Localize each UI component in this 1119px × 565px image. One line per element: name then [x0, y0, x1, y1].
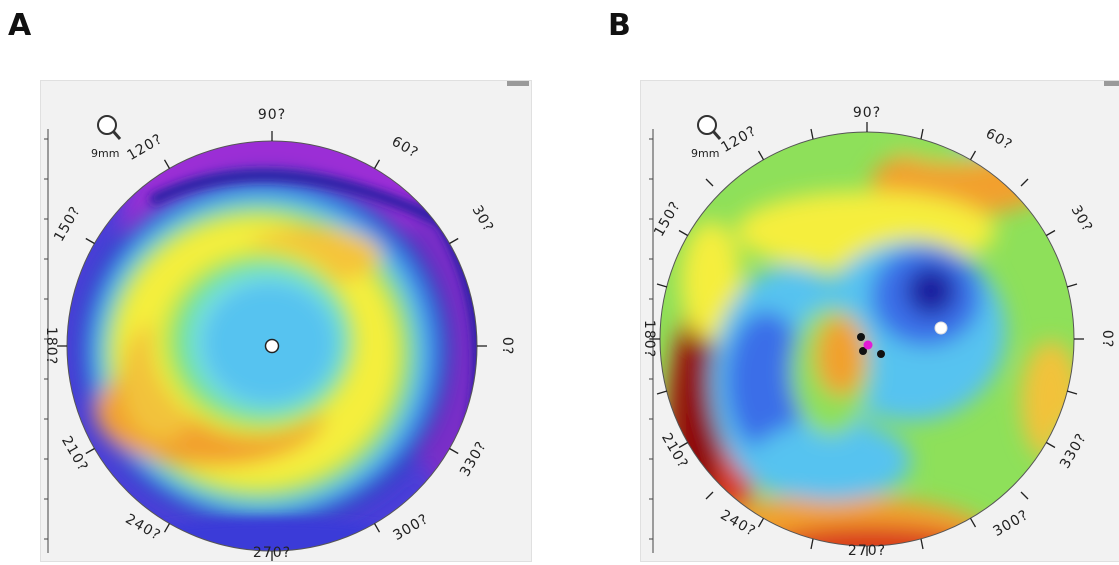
label-60: 60? [389, 134, 421, 162]
panel-b-corneal-map: 9mm [641, 105, 1115, 559]
label-270: 270? [848, 543, 886, 559]
zoom-scale-label: 9mm [691, 147, 719, 160]
label-300: 300? [390, 511, 431, 544]
black-marker [877, 350, 885, 358]
panel-b-frame: 9mm [640, 80, 1119, 562]
magnifier-icon[interactable] [97, 115, 122, 140]
label-180: 180? [43, 327, 59, 365]
zoom-scale-label: 9mm [91, 147, 119, 160]
label-240: 240? [717, 507, 758, 540]
window-corner-tab [1104, 81, 1119, 86]
label-330: 330? [1057, 430, 1090, 471]
panel-b-markers [857, 321, 948, 358]
panel-a-colormap [67, 141, 477, 551]
panel-a-frame: 9mm [40, 80, 532, 562]
label-30: 30? [1067, 203, 1095, 235]
label-30: 30? [468, 203, 496, 235]
black-marker [857, 333, 865, 341]
black-marker [859, 347, 867, 355]
panel-a-letter: A [8, 8, 32, 43]
label-120: 120? [124, 131, 165, 164]
panel-a-scale-ruler [44, 129, 49, 553]
magenta-marker [863, 340, 873, 350]
label-120: 120? [718, 123, 759, 156]
label-180: 180? [641, 320, 657, 358]
window-corner-tab [507, 81, 529, 86]
label-300: 300? [990, 507, 1031, 540]
magnifier-icon[interactable] [697, 115, 722, 140]
panel-b-degree-ticks [650, 122, 1084, 556]
panel-a-center-marker [264, 338, 280, 354]
white-center-marker [934, 321, 948, 335]
label-150: 150? [51, 203, 84, 244]
label-210: 210? [58, 433, 91, 474]
label-60: 60? [983, 126, 1015, 154]
label-90: 90? [258, 107, 286, 123]
label-150: 150? [651, 198, 684, 239]
panel-a-corneal-map: 9mm [43, 107, 515, 561]
label-0: 0? [1099, 330, 1115, 348]
label-330: 330? [457, 438, 490, 479]
label-90: 90? [853, 105, 881, 121]
label-0: 0? [499, 337, 515, 355]
panel-a-degree-ticks [57, 131, 487, 561]
label-270: 270? [253, 545, 291, 561]
panel-b-letter: B [608, 8, 631, 43]
